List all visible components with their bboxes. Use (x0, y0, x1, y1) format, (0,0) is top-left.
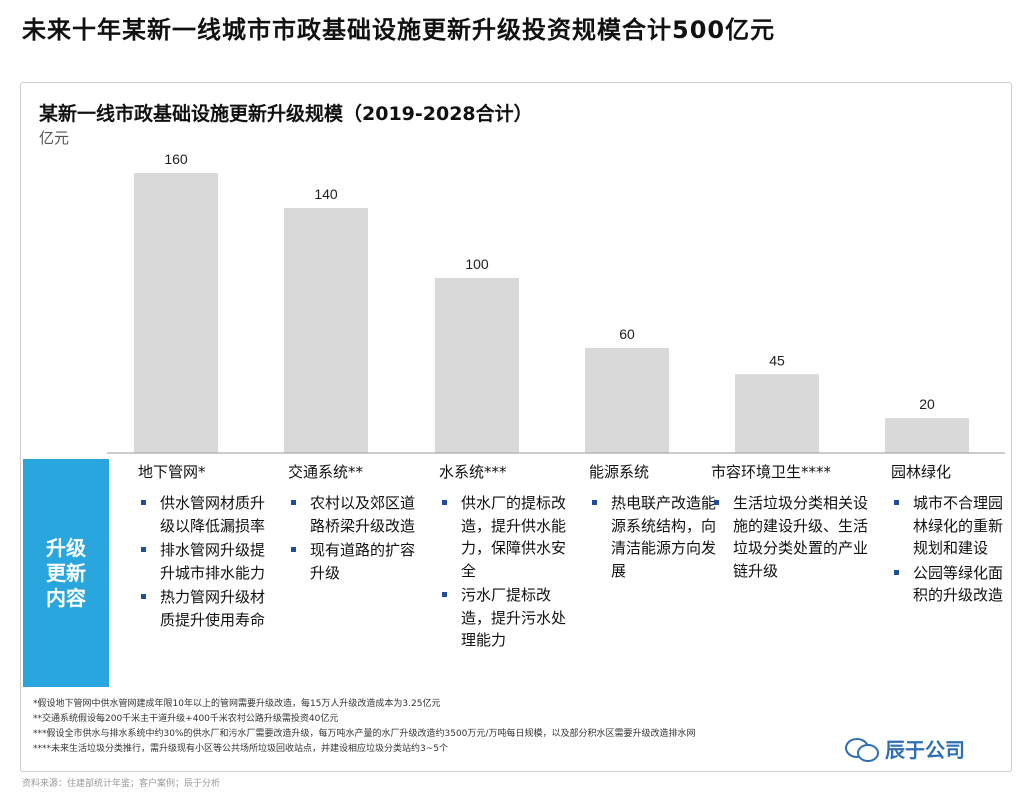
bullet-list: 生活垃圾分类相关设施的建设升级、生活垃圾分类处置的产业链升级 (711, 492, 871, 582)
bar-value-label-3: 100 (465, 256, 489, 272)
upgrade-content-label: 升级更新内容 (23, 459, 109, 687)
bullet-item: 供水厂的提标改造，提升供水能力，保障供水安全 (439, 492, 574, 582)
bar-4 (585, 348, 669, 453)
bullet-item: 排水管网升级提升城市排水能力 (138, 539, 273, 584)
bullet-item: 农村以及郊区道路桥梁升级改造 (288, 492, 423, 537)
bullet-item: 现有道路的扩容升级 (288, 539, 423, 584)
bullet-item: 热电联产改造能源系统结构，向清洁能源方向发展 (589, 492, 724, 582)
category-column: 交通系统** 农村以及郊区道路桥梁升级改造 现有道路的扩容升级 (288, 461, 423, 586)
bullet-list: 供水管网材质升级以降低漏损率 排水管网升级提升城市排水能力 热力管网升级材质提升使用… (138, 492, 273, 631)
bar-value-label-1: 160 (164, 151, 188, 167)
bar-2 (284, 208, 368, 453)
bullet-item: 污水厂提标改造，提升污水处理能力 (439, 584, 574, 652)
bullet-item: 热力管网升级材质提升使用寿命 (138, 586, 273, 631)
upgrade-content-text: 升级更新内容 (46, 535, 86, 610)
bullet-list: 农村以及郊区道路桥梁升级改造 现有道路的扩容升级 (288, 492, 423, 584)
footnotes: *假设地下管网中供水管网建成年限10年以上的管网需要升级改造，每15万人升级改造… (33, 697, 1003, 757)
watermark-text: 辰于公司 (885, 737, 965, 762)
category-column: 园林绿化城市不合理园林绿化的重新规划和建设 公园等绿化面积的升级改造 (891, 461, 1011, 609)
bar-value-label-2: 140 (314, 186, 338, 202)
category-label: 能源系统 (589, 463, 650, 481)
chart-title: 某新一线市政基础设施更新升级规模（2019-2028合计） (39, 103, 533, 125)
footnote-2: **交通系统假设每200千米主干道升级+400千米农村公路升级需投资40亿元 (33, 714, 339, 724)
footnote-4: ****未来生活垃圾分类推行，需升级现有小区等公共场所垃圾回收站点，并建设相应垃… (33, 744, 448, 754)
category-label: 地下管网* (138, 463, 206, 481)
bar-3 (435, 278, 519, 453)
bullet-item: 城市不合理园林绿化的重新规划和建设 (891, 492, 1011, 560)
bar-value-label-6: 20 (919, 396, 935, 412)
category-label: 交通系统** (288, 463, 364, 481)
wechat-icon (845, 736, 879, 762)
bar-value-label-4: 60 (619, 326, 635, 342)
category-column: 地下管网* 供水管网材质升级以降低漏损率 排水管网升级提升城市排水能力 热力管网升级材… (138, 461, 273, 633)
bullet-list: 热电联产改造能源系统结构，向清洁能源方向发展 (589, 492, 724, 582)
category-column: 能源系统热电联产改造能源系统结构，向清洁能源方向发展 (589, 461, 724, 584)
category-column: 市容环境卫生**** 生活垃圾分类相关设施的建设升级、生活垃圾分类处置的产业链升级 (711, 461, 871, 584)
bullet-item: 生活垃圾分类相关设施的建设升级、生活垃圾分类处置的产业链升级 (711, 492, 871, 582)
category-label: 水系统*** (439, 463, 507, 481)
bullet-list: 供水厂的提标改造，提升供水能力，保障供水安全 污水厂提标改造，提升污水处理能力 (439, 492, 574, 652)
bullet-item: 公园等绿化面积的升级改造 (891, 562, 1011, 607)
category-label: 园林绿化 (891, 463, 952, 481)
bar-chart: 160 140 100 60 45 20 (107, 151, 1005, 454)
category-label: 市容环境卫生**** (711, 463, 832, 481)
bar-5 (735, 374, 819, 453)
source-note: 资料来源：住建部统计年鉴；客户案例；辰于分析 (22, 779, 221, 789)
watermark: 辰于公司 (845, 732, 965, 764)
category-column: 水系统*** 供水厂的提标改造，提升供水能力，保障供水安全 污水厂提标改造，提升污水… (439, 461, 574, 654)
bullet-item: 供水管网材质升级以降低漏损率 (138, 492, 273, 537)
bar-6 (885, 418, 969, 453)
page-title: 未来十年某新一线城市市政基础设施更新升级投资规模合计500亿元 (22, 16, 776, 44)
chart-panel: 某新一线市政基础设施更新升级规模（2019-2028合计） 亿元 160 140 1… (20, 82, 1012, 772)
footnote-3: ***假设全市供水与排水系统中约30%的供水厂和污水厂需要改造升级，每万吨水产量… (33, 729, 696, 739)
bar-1 (134, 173, 218, 453)
bullet-list: 城市不合理园林绿化的重新规划和建设 公园等绿化面积的升级改造 (891, 492, 1011, 607)
bar-value-label-5: 45 (769, 352, 785, 368)
chart-unit-label: 亿元 (39, 129, 70, 147)
footnote-1: *假设地下管网中供水管网建成年限10年以上的管网需要升级改造，每15万人升级改造… (33, 699, 441, 709)
